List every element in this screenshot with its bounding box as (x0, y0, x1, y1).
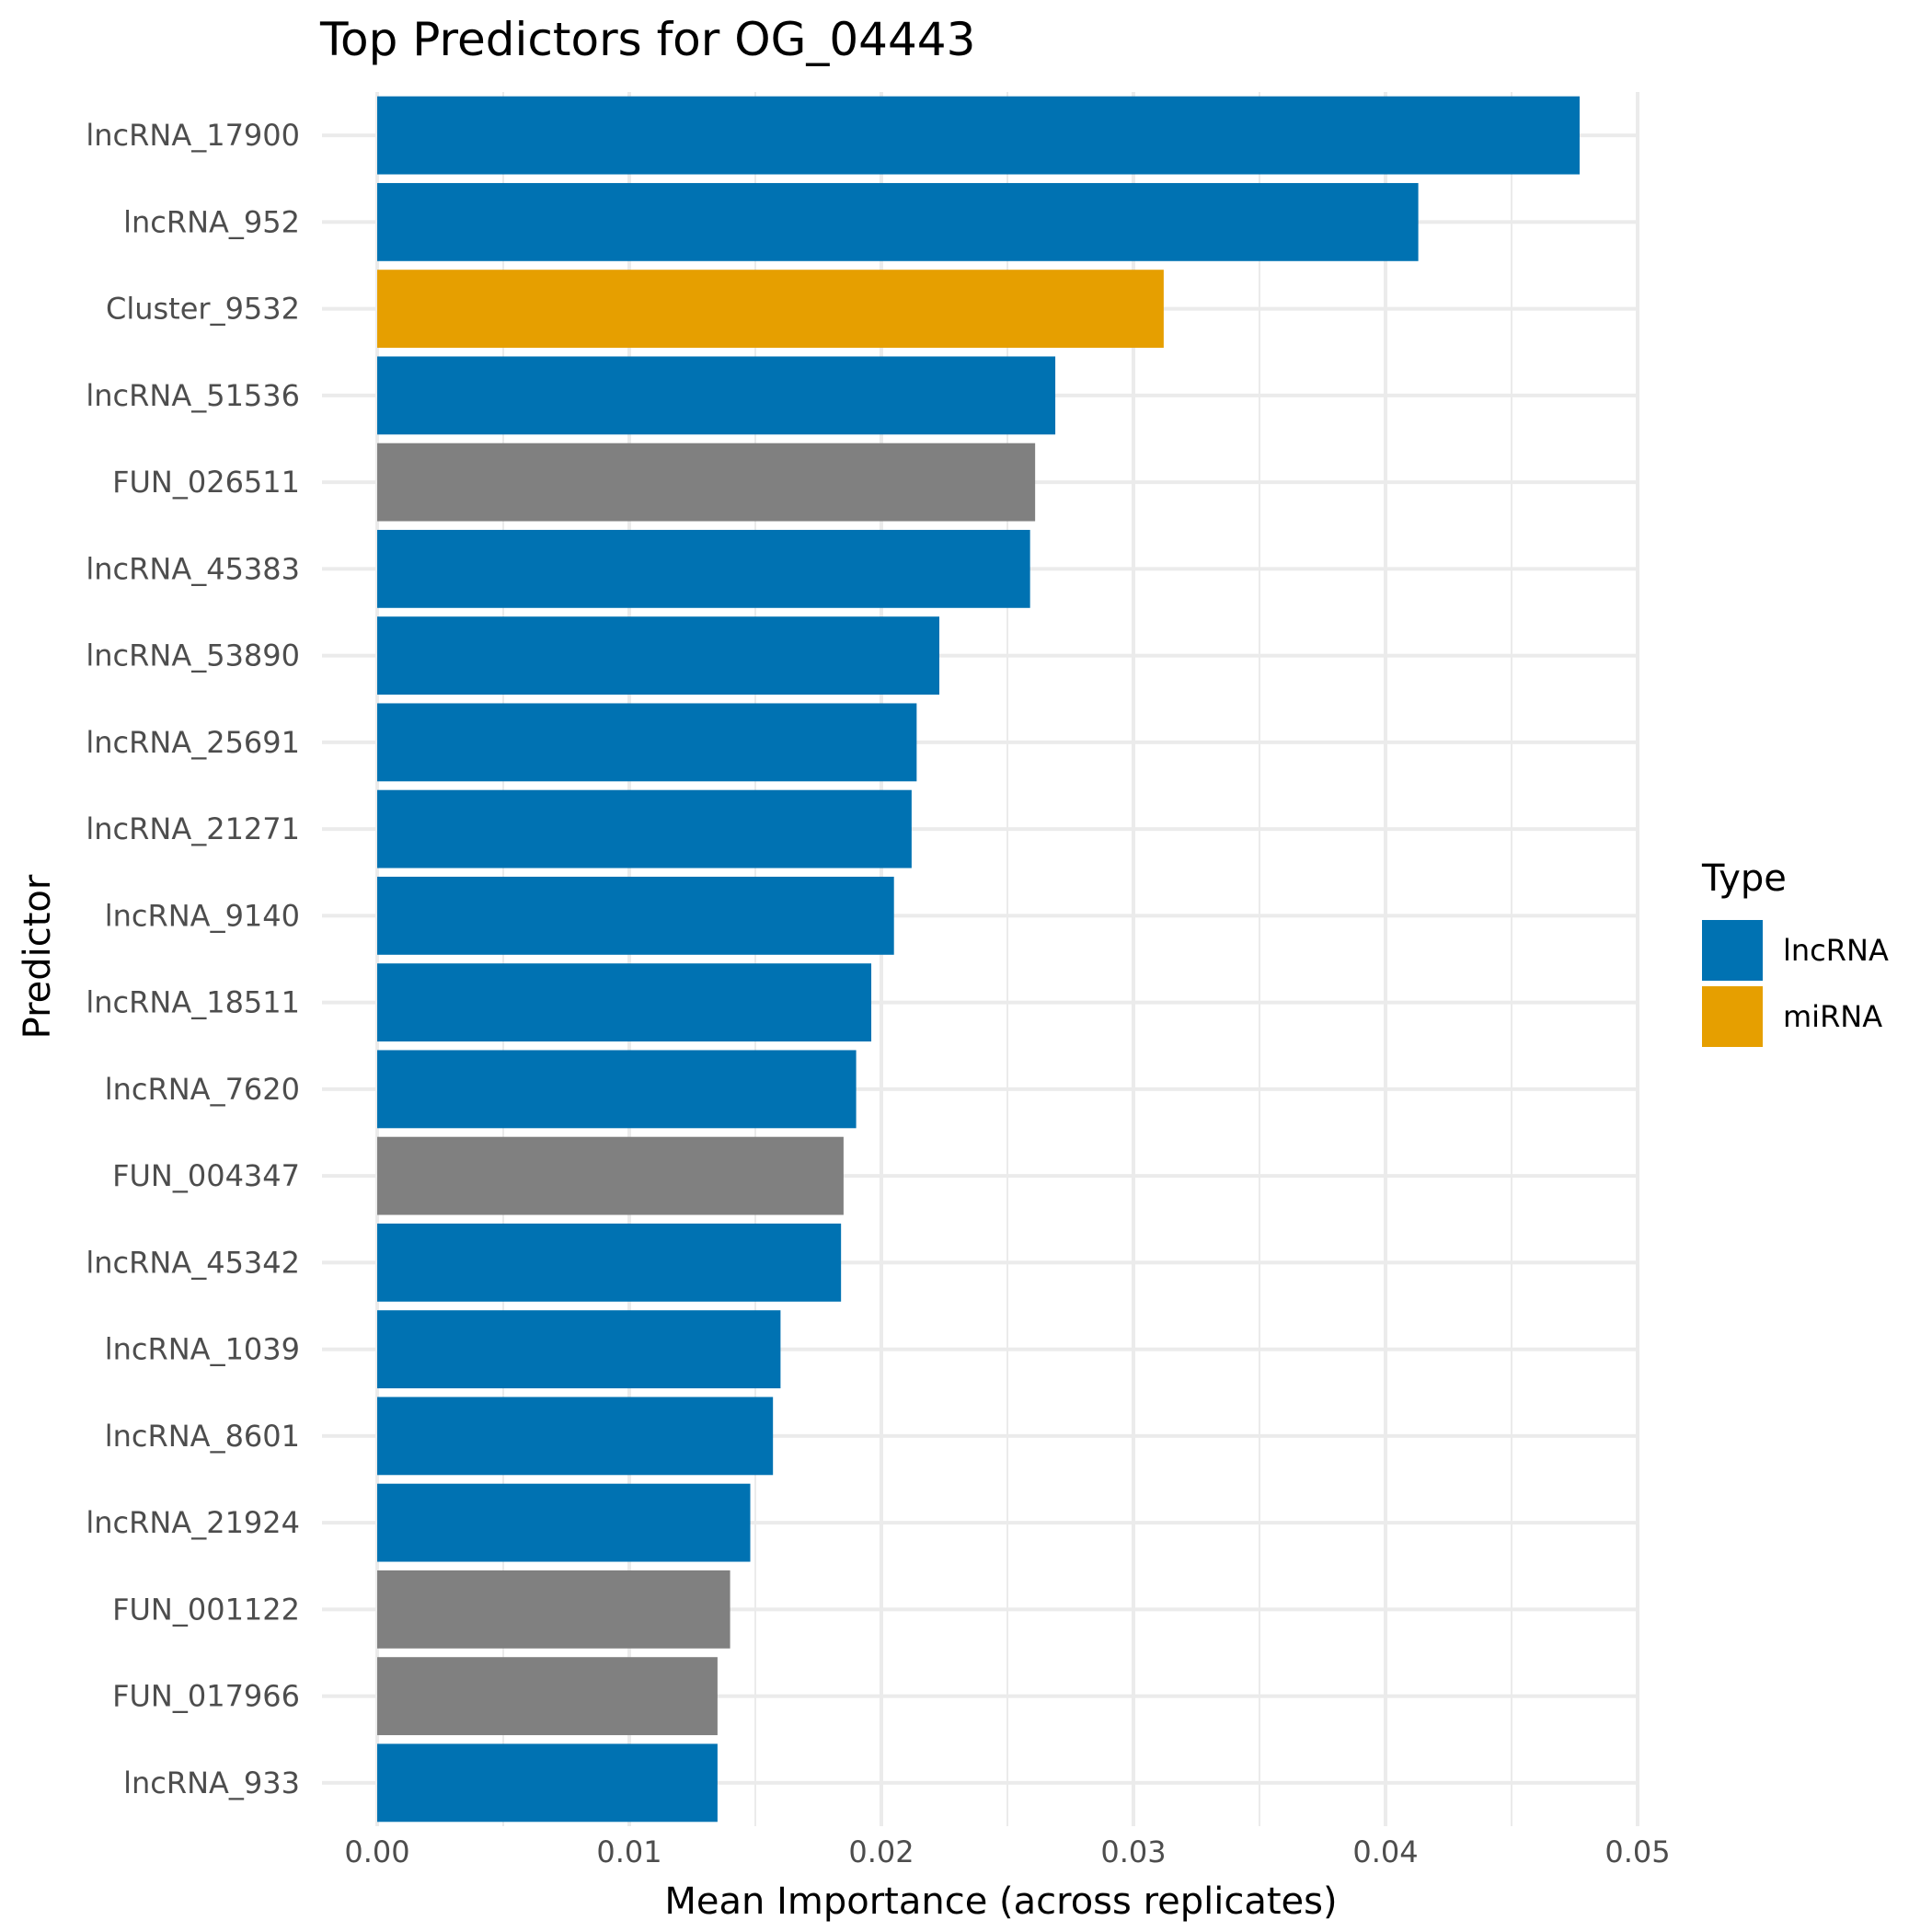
y-tick-label: Cluster_9532 (106, 292, 300, 327)
legend-label-lncRNA: lncRNA (1783, 933, 1889, 968)
bar-lncRNA_53890 (377, 616, 940, 696)
y-tick-label: lncRNA_952 (123, 204, 300, 239)
y-axis-title: Predictor (17, 874, 59, 1039)
y-tick-label: FUN_026511 (112, 465, 300, 500)
legend-title: Type (1701, 857, 1787, 900)
chart-title: Top Predictors for OG_04443 (319, 13, 975, 66)
x-tick-label: 0.02 (848, 1834, 914, 1869)
y-axis-ticks: lncRNA_17900 lncRNA_952 Cluster_9532 lncRNA… (86, 118, 300, 1800)
y-tick-label: lncRNA_18511 (86, 985, 300, 1020)
bar-lncRNA_51536 (377, 356, 1056, 435)
bar-lncRNA_18511 (377, 963, 872, 1042)
y-tick-label: lncRNA_53890 (86, 638, 300, 673)
legend-key-miRNA (1702, 986, 1763, 1047)
x-tick-label: 0.05 (1604, 1834, 1670, 1869)
bar-lncRNA_7620 (377, 1050, 857, 1129)
grid (322, 92, 1639, 1826)
x-tick-label: 0.04 (1352, 1834, 1418, 1869)
y-tick-label: lncRNA_21924 (86, 1505, 300, 1540)
bar-FUN_017966 (377, 1657, 718, 1736)
x-tick-label: 0.03 (1100, 1834, 1166, 1869)
bar-lncRNA_952 (377, 182, 1419, 261)
bar-lncRNA_9140 (377, 876, 894, 955)
y-tick-label: FUN_017966 (112, 1679, 300, 1714)
y-tick-label: lncRNA_51536 (86, 378, 300, 413)
x-tick-label: 0.00 (344, 1834, 409, 1869)
bar-lncRNA_17900 (377, 96, 1580, 175)
bar-FUN_026511 (377, 443, 1036, 522)
bar-lncRNA_8601 (377, 1397, 774, 1476)
y-tick-label: lncRNA_933 (123, 1765, 300, 1800)
legend: Type lncRNA miRNA (1701, 857, 1889, 1047)
y-tick-label: lncRNA_25691 (86, 725, 300, 760)
y-tick-label: FUN_004347 (112, 1158, 300, 1193)
bar-FUN_001122 (377, 1570, 730, 1649)
legend-label-miRNA: miRNA (1783, 999, 1882, 1034)
y-tick-label: lncRNA_45383 (86, 551, 300, 586)
y-tick-label: lncRNA_21271 (86, 811, 300, 846)
y-tick-label: lncRNA_45342 (86, 1245, 300, 1280)
y-tick-label: lncRNA_8601 (105, 1419, 300, 1454)
y-tick-label: lncRNA_7620 (105, 1072, 300, 1107)
y-tick-label: FUN_001122 (112, 1592, 300, 1627)
x-tick-label: 0.01 (596, 1834, 661, 1869)
x-axis-ticks: 0.00 0.01 0.02 0.03 0.04 0.05 (344, 1834, 1670, 1869)
bar-lncRNA_933 (377, 1743, 718, 1823)
x-axis-title: Mean Importance (across replicates) (664, 1880, 1337, 1923)
y-tick-label: lncRNA_9140 (105, 898, 300, 933)
bar-Cluster_9532 (377, 270, 1164, 349)
bar-FUN_004347 (377, 1136, 844, 1215)
bar-lncRNA_25691 (377, 703, 917, 782)
bar-lncRNA_45342 (377, 1223, 842, 1302)
bars (377, 96, 1580, 1823)
legend-key-lncRNA (1702, 920, 1763, 981)
y-tick-label: lncRNA_17900 (86, 118, 300, 153)
bar-lncRNA_45383 (377, 529, 1030, 608)
bar-lncRNA_21924 (377, 1483, 751, 1562)
bar-lncRNA_1039 (377, 1310, 781, 1389)
y-tick-label: lncRNA_1039 (105, 1332, 300, 1367)
bar-lncRNA_21271 (377, 789, 912, 868)
